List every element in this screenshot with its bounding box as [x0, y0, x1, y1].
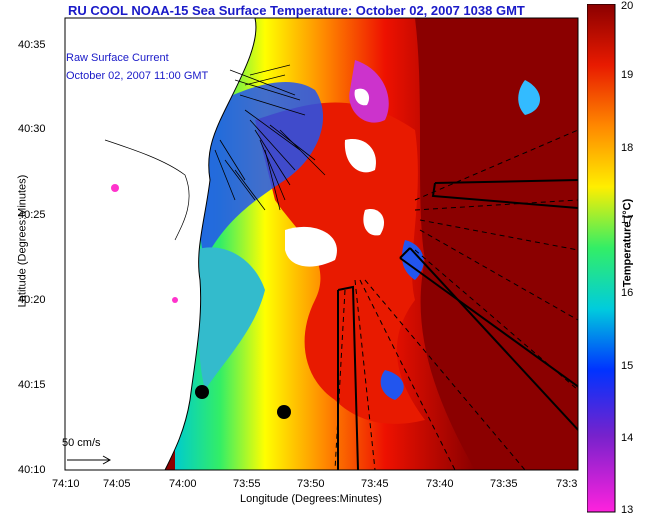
xtick: 73:40 [426, 478, 454, 490]
xtick: 74:00 [169, 478, 197, 490]
scale-label: 50 cm/s [62, 437, 101, 449]
colorbar-tick: 17 [621, 214, 634, 226]
sst-map [64, 17, 579, 471]
colorbar [587, 4, 616, 513]
y-axis-label: Latitude (Degrees:Minutes) [16, 174, 29, 308]
ytick: 40:25 [18, 209, 46, 221]
colorbar-label: Temperature (°C) [621, 198, 634, 288]
colorbar-tick: 19 [621, 69, 634, 81]
colorbar-tick: 16 [621, 287, 634, 299]
overlay-title: Raw Surface Current [66, 52, 169, 64]
map-frame [64, 17, 579, 471]
station-marker [277, 405, 291, 419]
xtick: 73:55 [233, 478, 261, 490]
overlay-date: October 02, 2007 11:00 GMT [66, 70, 209, 82]
land-mass [65, 18, 256, 470]
xtick: 73:50 [297, 478, 325, 490]
page-title: RU COOL NOAA-15 Sea Surface Temperature:… [68, 3, 525, 18]
xtick: 73:35 [490, 478, 518, 490]
radar-sectors [337, 179, 578, 470]
ytick: 40:20 [18, 294, 46, 306]
x-axis-label: Longitude (Degrees:Minutes) [240, 493, 382, 505]
colorbar-tick: 14 [621, 432, 634, 444]
station-marker [195, 385, 209, 399]
current-vectors [214, 64, 326, 211]
ytick: 40:30 [18, 123, 46, 135]
ytick: 40:35 [18, 39, 46, 51]
colorbar-tick: 20 [621, 0, 634, 12]
colorbar-tick: 13 [621, 504, 634, 516]
xtick: 74:10 [52, 478, 80, 490]
ytick: 40:15 [18, 379, 46, 391]
xtick: 74:05 [103, 478, 131, 490]
colorbar-tick: 18 [621, 142, 634, 154]
xtick: 73:45 [361, 478, 389, 490]
colorbar-tick: 15 [621, 360, 634, 372]
xtick: 73:3 [556, 478, 578, 490]
ytick: 40:10 [18, 464, 46, 476]
